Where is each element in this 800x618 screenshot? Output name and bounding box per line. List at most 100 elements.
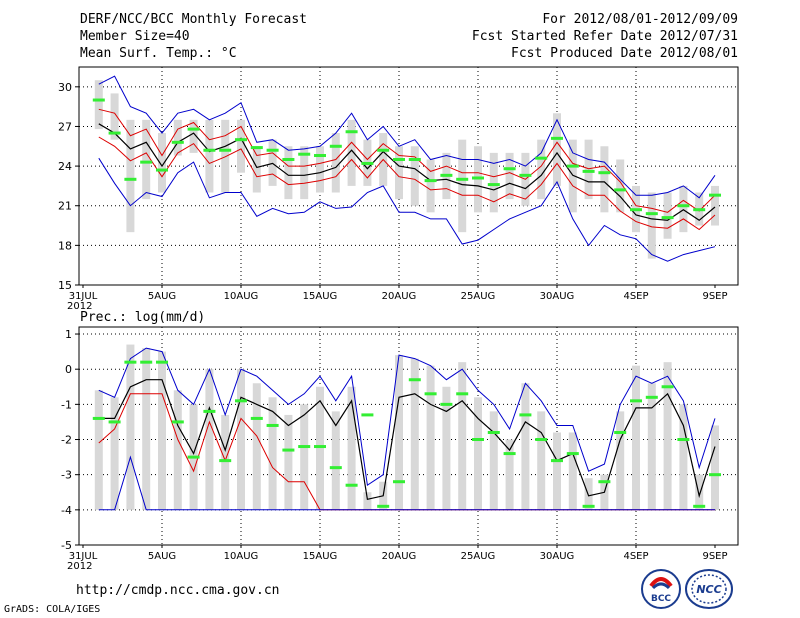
panel2-spread-box: [553, 432, 561, 510]
panel1-series-mean: [98, 123, 716, 222]
panel1-observed-mark: [187, 127, 200, 131]
panel1-xtick-label: 9SEP: [702, 291, 727, 302]
panel1-spread-box: [205, 119, 214, 193]
panel2-series-min: [98, 455, 715, 511]
panel2-spread-box: [252, 383, 261, 510]
panel2-spread-box: [347, 386, 356, 510]
panel1-observed-mark: [203, 148, 216, 152]
panel1-spread-box: [284, 146, 293, 200]
panel1-xtick-label: 10AUG: [224, 291, 259, 302]
panel2-observed-mark: [108, 420, 121, 424]
panel1-observed-mark: [298, 152, 311, 156]
panel2-spread-box: [410, 358, 419, 510]
panel2-observed-mark: [551, 459, 563, 463]
panel1-series-upper: [98, 108, 716, 213]
panel1-observed-mark: [551, 136, 563, 140]
panel1-spread-box: [347, 119, 356, 186]
panel1-observed-mark: [377, 148, 390, 152]
panel2-spread-box: [489, 411, 498, 510]
panel2-series-mean: [98, 379, 716, 501]
panel2-observed-mark: [535, 438, 548, 442]
panel1-observed-mark: [566, 164, 579, 168]
panel1-group: 15 18 21 24 27 30 31JUL 5AUG 10AUG 15AUG 20AUG 25AU…: [58, 66, 739, 312]
panel1-spread-box: [568, 139, 577, 213]
panel1-spread-box: [300, 146, 309, 200]
panel1-observed-mark: [92, 98, 105, 102]
panel2-observed-mark: [266, 423, 279, 427]
panel2-observed-mark: [250, 416, 263, 420]
panel1-ytick-label: 21: [58, 200, 72, 213]
panel2-observed-mark: [171, 420, 184, 424]
panel2-spread-box: [110, 397, 119, 510]
panel2-spread-box: [584, 478, 593, 510]
panel2-observed-mark: [282, 448, 295, 452]
panel1-observed-mark: [519, 173, 532, 177]
panel1-observed-mark: [614, 188, 627, 192]
panel2-series-max: [98, 347, 716, 487]
panel2-observed-mark: [408, 378, 421, 382]
panel1-observed-mark: [235, 138, 247, 142]
panel1-series-min: [98, 157, 716, 262]
panel2-observed-mark: [219, 459, 232, 463]
panel1-ytick-label: 27: [58, 120, 72, 133]
panel2-spread-box: [426, 365, 435, 510]
panel1-spread-box: [189, 119, 198, 153]
panel2-spread-box: [94, 390, 103, 510]
panel2-spread-box: [205, 369, 214, 510]
panel2-spread-box: [711, 425, 719, 510]
panel1-spread-box: [126, 119, 135, 233]
panel2-spread-box: [679, 404, 688, 510]
panel2-year-label: 2012: [67, 561, 92, 572]
panel2-spread-box: [568, 432, 577, 510]
panel2-spread-box: [173, 390, 182, 510]
panel1-spread-box: [711, 185, 719, 226]
panel1-observed-mark: [677, 204, 690, 208]
panel1-observed-mark: [598, 171, 611, 175]
panel1-observed-mark: [314, 154, 326, 158]
panel2-observed-mark: [614, 430, 627, 434]
panel1-frame: [78, 66, 739, 286]
panel1-spread-box: [426, 159, 435, 213]
panel1-spread-box: [663, 192, 672, 239]
panel2-ytick-label: -3: [61, 469, 72, 482]
panel1-spread-box: [331, 133, 340, 193]
ncc-logo: NCC: [685, 569, 733, 609]
panel1-observed-mark: [156, 168, 168, 172]
footer-url[interactable]: http://cmdp.ncc.cma.gov.cn: [76, 583, 280, 598]
panel2-spread-box: [126, 344, 135, 510]
panel1-observed-mark: [661, 216, 674, 220]
panel2-observed-mark: [377, 504, 390, 508]
panel1-xtick-label: 4SEP: [623, 291, 648, 302]
member-size: Member Size=40: [80, 29, 190, 44]
forecast-period: For 2012/08/01-2012/09/09: [542, 12, 738, 27]
panel1-observed-mark: [108, 131, 121, 135]
panel2-spread-box: [695, 474, 704, 510]
panel1-observed-mark: [693, 208, 706, 212]
panel2-spread-box: [316, 386, 324, 510]
panel2-spread-box: [158, 351, 166, 510]
panel1-spread-box: [252, 146, 261, 193]
panel2-spread-box: [142, 348, 151, 510]
panel2-observed-mark: [661, 385, 674, 389]
panel2-xtick-label: 20AUG: [382, 551, 417, 562]
panel2-observed-mark: [645, 395, 658, 399]
panel2-xtick-label: 25AUG: [461, 551, 496, 562]
panel2-spread-box: [474, 397, 482, 510]
chart-title: DERF/NCC/BCC Monthly Forecast: [80, 12, 307, 27]
panel2-observed-mark: [156, 360, 168, 364]
panel1-observed-mark: [630, 208, 642, 212]
panel1-observed-mark: [329, 144, 342, 148]
panel1-observed-mark: [424, 179, 437, 183]
panel2-observed-mark: [709, 473, 721, 477]
panel2-spread-box: [616, 411, 625, 510]
panel1-ytick-label: 15: [58, 279, 72, 292]
panel1-observed-mark: [408, 157, 421, 161]
panel2-spread-box: [663, 362, 672, 510]
panel2-spread-box: [331, 411, 340, 510]
panel2-spread-box: [632, 365, 640, 510]
panel1-ytick-label: 24: [58, 160, 72, 173]
panel2-observed-mark: [92, 416, 105, 420]
panel1-observed-mark: [535, 156, 548, 160]
panel1-spread-box: [489, 152, 498, 213]
